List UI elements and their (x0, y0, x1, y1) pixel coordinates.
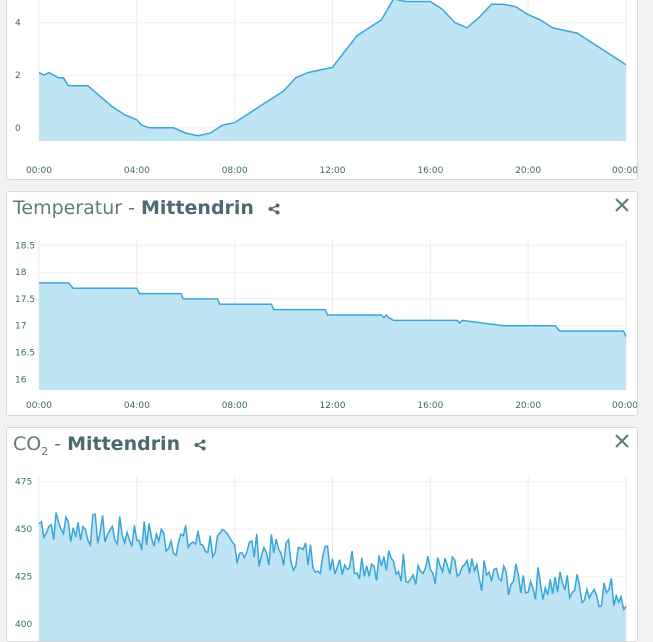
card-header: Temperatur-Mittendrin (7, 192, 637, 232)
x-tick-label: 20:00 (515, 401, 541, 411)
temperature-chart: 00:00 04:00 08:00 12:00 16:00 20:00 00:00 16 16.… (7, 232, 638, 416)
location-name: Mittendrin (67, 433, 180, 455)
share-icon[interactable] (194, 434, 206, 456)
top-chart-card: 00:00 04:00 08:00 12:00 16:00 20:00 00:00 0 2 4 (6, 0, 638, 180)
x-tick-label: 00:00 (26, 401, 52, 411)
y-tick-label: 0 (15, 124, 21, 134)
x-tick-label: 04:00 (124, 166, 150, 176)
x-tick-label: 00:00 (612, 166, 638, 176)
x-tick-label: 00:00 (26, 166, 52, 176)
y-tick-label: 16.5 (15, 349, 35, 359)
x-tick-label: 00:00 (612, 401, 638, 411)
x-tick-label: 12:00 (320, 166, 346, 176)
x-tick-label: 12:00 (320, 401, 346, 411)
y-tick-label: 17.5 (15, 295, 35, 305)
co2-chart: 00:0004:0008:0012:0016:0020:0000:0040042… (7, 468, 638, 642)
y-tick-label: 425 (15, 573, 32, 583)
x-tick-label: 16:00 (417, 401, 443, 411)
close-icon[interactable] (613, 432, 631, 450)
y-tick-label: 18 (15, 268, 27, 278)
metric-name: CO (13, 433, 41, 455)
x-tick-label: 16:00 (417, 166, 443, 176)
close-icon[interactable] (613, 196, 631, 214)
y-tick-label: 475 (15, 478, 32, 488)
metric-name: Temperatur (13, 197, 122, 219)
x-tick-label: 20:00 (515, 166, 541, 176)
co2-chart-card: CO2-Mittendrin 00:0004:0008:0012:0016:00… (6, 427, 638, 642)
metric-subscript: 2 (41, 445, 48, 458)
y-tick-label: 2 (15, 71, 21, 81)
x-tick-label: 08:00 (222, 166, 248, 176)
y-tick-label: 450 (15, 525, 32, 535)
y-tick-label: 17 (15, 322, 26, 332)
title-separator: - (54, 433, 61, 455)
y-tick-label: 4 (15, 19, 21, 29)
x-tick-label: 04:00 (124, 401, 150, 411)
card-header: CO2-Mittendrin (7, 428, 637, 468)
y-tick-label: 16 (15, 375, 27, 385)
temperature-chart-card: Temperatur-Mittendrin 00:00 04:00 08:00 12:… (6, 191, 638, 416)
share-icon[interactable] (268, 198, 280, 220)
title-separator: - (128, 197, 135, 219)
y-tick-label: 18.5 (15, 241, 35, 251)
chart-title: Temperatur-Mittendrin (13, 197, 280, 220)
y-tick-label: 400 (15, 620, 32, 630)
chart-title: CO2-Mittendrin (13, 433, 206, 458)
x-tick-label: 08:00 (222, 401, 248, 411)
location-name: Mittendrin (141, 197, 254, 219)
top-chart: 00:00 04:00 08:00 12:00 16:00 20:00 00:00 0 2 4 (7, 0, 638, 180)
